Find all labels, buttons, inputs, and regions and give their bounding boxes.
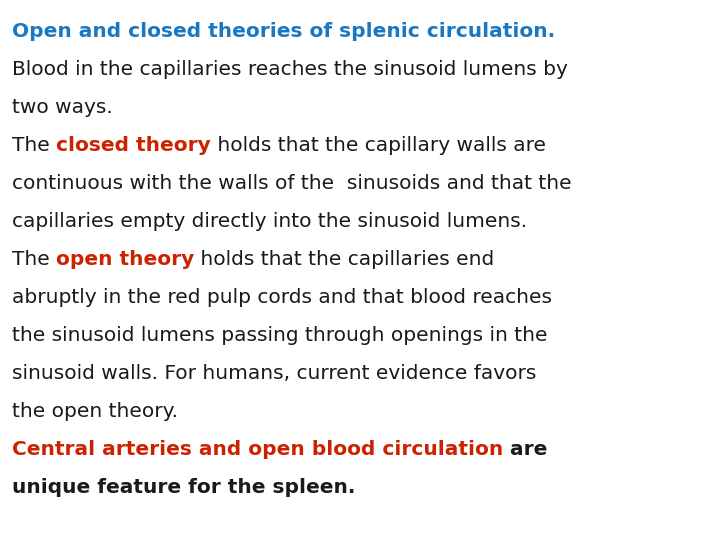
Text: sinusoid walls. For humans, current evidence favors: sinusoid walls. For humans, current evid… [12,364,536,383]
Text: The: The [12,136,56,155]
Text: Open and closed theories of splenic circulation.: Open and closed theories of splenic circ… [12,22,555,41]
Text: unique feature for the spleen.: unique feature for the spleen. [12,478,356,497]
Text: capillaries empty directly into the sinusoid lumens.: capillaries empty directly into the sinu… [12,212,527,231]
Text: Central arteries and open blood circulation: Central arteries and open blood circulat… [12,440,503,459]
Text: holds that the capillaries end: holds that the capillaries end [194,250,495,269]
Text: closed theory: closed theory [56,136,211,155]
Text: the open theory.: the open theory. [12,402,178,421]
Text: the sinusoid lumens passing through openings in the: the sinusoid lumens passing through open… [12,326,547,345]
Text: The: The [12,250,56,269]
Text: two ways.: two ways. [12,98,113,117]
Text: open theory: open theory [56,250,194,269]
Text: holds that the capillary walls are: holds that the capillary walls are [211,136,546,155]
Text: Blood in the capillaries reaches the sinusoid lumens by: Blood in the capillaries reaches the sin… [12,60,568,79]
Text: continuous with the walls of the  sinusoids and that the: continuous with the walls of the sinusoi… [12,174,572,193]
Text: abruptly in the red pulp cords and that blood reaches: abruptly in the red pulp cords and that … [12,288,552,307]
Text: are: are [503,440,548,459]
